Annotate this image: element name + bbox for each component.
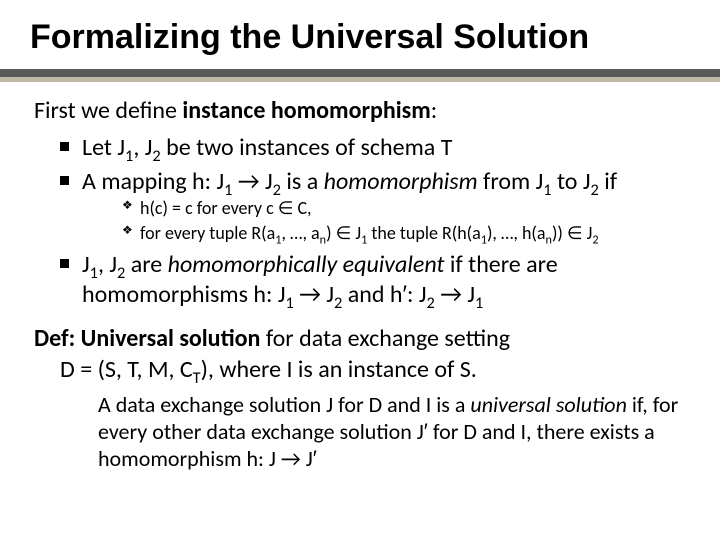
- slide-content: First we define instance homomorphism: L…: [0, 96, 720, 472]
- b3-d: homomorphically equivalent: [168, 250, 445, 279]
- def-head-b: for data exchange setting: [260, 324, 510, 353]
- intro-line: First we define instance homomorphism:: [34, 96, 690, 125]
- b2-g: if: [599, 167, 617, 196]
- def-body-a: A data exchange solution J for D and I i…: [98, 391, 470, 418]
- bullet-3: J1, J2 are homomorphically equivalent if…: [60, 248, 690, 312]
- def-body-b: universal solution: [470, 391, 627, 418]
- sub-2i: 2: [426, 293, 434, 313]
- bullet-2: A mapping h: J1 → J2 is a homomorphism f…: [60, 165, 690, 248]
- b2-d: homomorphism: [324, 167, 478, 196]
- intro-bold: instance homomorphism: [182, 96, 430, 125]
- s2-d: the tuple R(h(a: [367, 222, 480, 244]
- s2-c: ) ∈ J: [326, 222, 361, 244]
- def-line2-a: D = (S, T, M, C: [60, 355, 193, 384]
- b2-b: → J: [232, 167, 272, 196]
- b2-f: to J: [552, 167, 591, 196]
- b1-a: Let J: [82, 133, 125, 162]
- b3-b: , J: [98, 250, 117, 279]
- b3-f: → J: [294, 280, 334, 309]
- slide: Formalizing the Universal Solution First…: [0, 0, 720, 540]
- def-head-a: Def: Universal solution: [34, 324, 260, 353]
- subbullet-1: h(c) = c for every c ∈ C,: [122, 197, 690, 222]
- intro-pre: First we define: [34, 96, 182, 125]
- b3-c: are: [125, 250, 167, 279]
- s2-b: , …, a: [281, 222, 319, 244]
- slide-title: Formalizing the Universal Solution: [0, 0, 720, 65]
- s2-a: for every tuple R(a: [140, 222, 275, 244]
- sub-1i: 1: [475, 293, 483, 313]
- bullet-1: Let J1, J2 be two instances of schema T: [60, 131, 690, 165]
- b3-g: and h′: J: [342, 280, 426, 309]
- b2-e: from J: [478, 167, 544, 196]
- b2-a: A mapping h: J: [82, 167, 224, 196]
- s2-e: ), …, h(a: [487, 222, 546, 244]
- title-bar-dark: [0, 69, 720, 77]
- sub-T: T: [193, 368, 201, 388]
- bullet-list-level2: h(c) = c for every c ∈ C, for every tupl…: [122, 197, 690, 246]
- intro-post: :: [431, 96, 437, 125]
- b2-c: is a: [281, 167, 324, 196]
- def-body: A data exchange solution J for D and I i…: [98, 392, 688, 472]
- b1-b: , J: [133, 133, 152, 162]
- b3-h: → J: [435, 280, 475, 309]
- b3-a: J: [82, 250, 90, 279]
- definition-block: Def: Universal solution for data exchang…: [34, 324, 690, 472]
- def-head: Def: Universal solution for data exchang…: [34, 324, 690, 353]
- b1-c: be two instances of schema T: [161, 133, 453, 162]
- sub-2e: 2: [592, 232, 598, 247]
- s2-f: )) ∈ J: [552, 222, 592, 244]
- def-line2: D = (S, T, M, CT), where I is an instanc…: [60, 355, 690, 384]
- bullet-list-level1: Let J1, J2 be two instances of schema T …: [60, 131, 690, 312]
- sub-2: 2: [152, 146, 160, 166]
- subbullet-2: for every tuple R(a1, …, an) ∈ J1 the tu…: [122, 222, 690, 247]
- sub-1h: 1: [286, 293, 294, 313]
- def-line2-b: ), where I is an instance of S.: [201, 355, 477, 384]
- title-bar-light: [0, 77, 720, 82]
